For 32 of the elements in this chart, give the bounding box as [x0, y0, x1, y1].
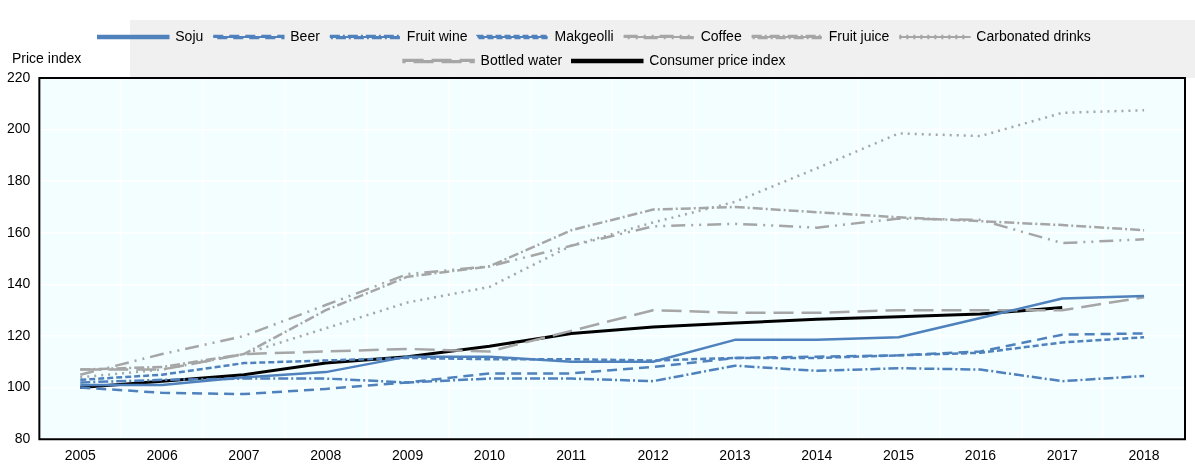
y-tick-label: 220 [7, 68, 31, 85]
y-tick-label: 80 [14, 430, 31, 447]
x-tick-label: 2010 [473, 447, 506, 464]
x-tick-label: 2006 [146, 447, 178, 464]
x-tick-label: 2014 [801, 447, 833, 464]
y-axis-title: Price index [12, 49, 82, 66]
x-tick-label: 2018 [1128, 447, 1160, 464]
x-tick-label: 2013 [719, 447, 751, 464]
legend-label: Soju [175, 27, 204, 44]
x-tick-label: 2007 [228, 447, 260, 464]
x-tick-label: 2011 [556, 447, 587, 464]
legend-label: Fruit juice [828, 27, 890, 44]
x-tick-label: 2015 [883, 447, 915, 464]
x-tick-label: 2017 [1046, 447, 1079, 464]
y-tick-label: 160 [7, 223, 31, 240]
legend-label: Makgeolli [554, 27, 614, 44]
legend-label: Consumer price index [649, 51, 786, 68]
legend-label: Fruit wine [406, 27, 468, 44]
legend-label: Bottled water [480, 51, 563, 68]
y-tick-label: 140 [7, 275, 31, 292]
x-tick-label: 2016 [964, 447, 997, 464]
x-tick-label: 2005 [64, 447, 97, 464]
x-tick-label: 2009 [392, 447, 424, 464]
legend-label: Coffee [700, 27, 742, 44]
y-tick-label: 120 [7, 326, 31, 343]
y-tick-label: 200 [7, 120, 31, 137]
x-tick-label: 2008 [310, 447, 342, 464]
y-tick-label: 100 [7, 378, 31, 395]
y-tick-label: 180 [7, 172, 31, 189]
legend-label: Beer [290, 27, 321, 44]
legend-label: Carbonated drinks [976, 27, 1091, 44]
x-tick-label: 2012 [637, 447, 669, 464]
